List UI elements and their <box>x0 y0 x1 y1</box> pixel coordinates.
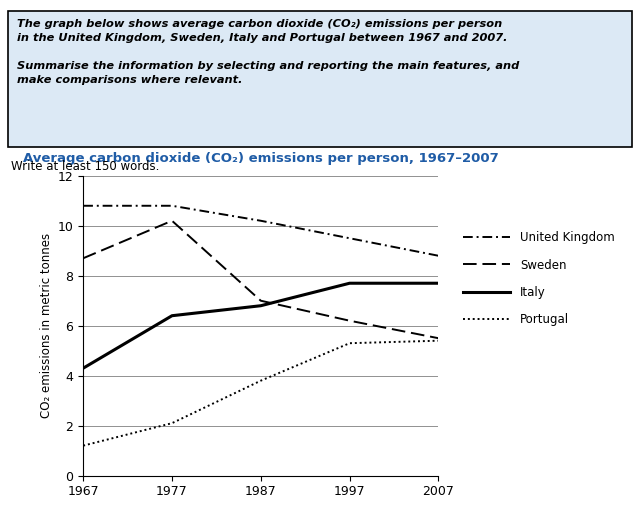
Portugal <box>346 340 353 346</box>
Sweden <box>79 255 87 262</box>
Line: Sweden: Sweden <box>83 221 438 338</box>
Sweden <box>346 317 353 324</box>
Italy <box>346 280 353 286</box>
Line: Italy: Italy <box>83 283 438 368</box>
Legend: United Kingdom, Sweden, Italy, Portugal: United Kingdom, Sweden, Italy, Portugal <box>458 226 620 330</box>
United Kingdom <box>257 218 264 224</box>
Portugal <box>257 377 264 384</box>
Portugal <box>435 338 442 344</box>
United Kingdom <box>346 235 353 241</box>
United Kingdom <box>79 203 87 209</box>
Sweden <box>257 298 264 304</box>
Line: Portugal: Portugal <box>83 341 438 446</box>
Title: Average carbon dioxide (CO₂) emissions per person, 1967–2007: Average carbon dioxide (CO₂) emissions p… <box>23 152 499 165</box>
Portugal <box>168 420 176 426</box>
Sweden <box>168 218 176 224</box>
Line: United Kingdom: United Kingdom <box>83 206 438 256</box>
Y-axis label: CO₂ emissions in metric tonnes: CO₂ emissions in metric tonnes <box>40 233 53 418</box>
United Kingdom <box>168 203 176 209</box>
Italy <box>168 313 176 319</box>
Italy <box>435 280 442 286</box>
Sweden <box>435 335 442 341</box>
Text: Write at least 150 words.: Write at least 150 words. <box>11 160 159 173</box>
Italy <box>79 365 87 371</box>
United Kingdom <box>435 253 442 259</box>
Italy <box>257 302 264 309</box>
Text: The graph below shows average carbon dioxide (CO₂) emissions per person
in the U: The graph below shows average carbon dio… <box>17 19 520 85</box>
Portugal <box>79 443 87 449</box>
